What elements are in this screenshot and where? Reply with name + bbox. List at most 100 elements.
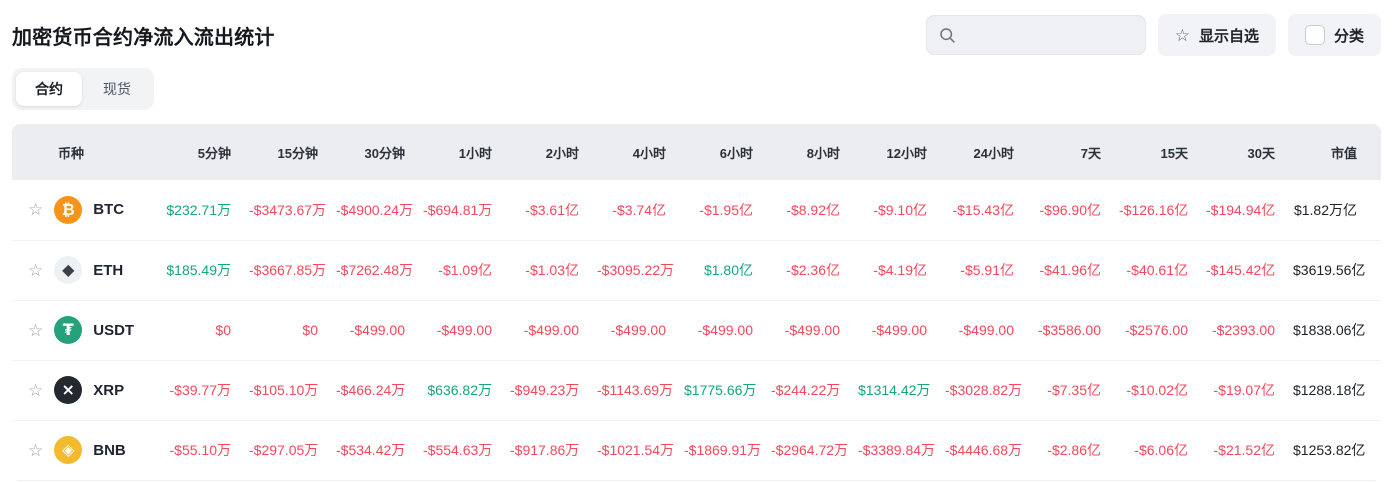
netflow-value: -$145.42亿 [1206,240,1293,301]
column-header-12小时: 12小时 [858,124,945,180]
netflow-value: -$949.23万 [510,360,597,421]
column-header-5分钟: 5分钟 [162,124,249,180]
netflow-value: -$3.74亿 [597,180,684,241]
column-header-市值: 市值 [1293,124,1381,180]
favorite-star-icon[interactable]: ☆ [28,380,44,400]
netflow-value: -$3095.22万 [597,240,684,301]
netflow-value: -$7.35亿 [1032,360,1119,421]
btc-coin-icon: ₿ [54,195,83,224]
netflow-value: -$9.10亿 [858,180,945,241]
coin-symbol: USDT [93,321,135,339]
netflow-value: -$499.00 [423,300,510,361]
show-favorites-button[interactable]: ☆ 显示自选 [1157,14,1276,56]
column-header-6小时: 6小时 [684,124,771,180]
netflow-value: -$2.86亿 [1032,420,1119,481]
netflow-table: 币种 5分钟 15分钟 30分钟 1小时 2小时 4小时 6小时 8小时 12小时 24小时 7天 15… [12,124,1381,481]
column-header-coin: 币种 [12,124,162,180]
netflow-value: -$55.10万 [162,420,249,481]
netflow-value: $0 [249,300,336,361]
netflow-value: -$3028.82万 [945,360,1032,421]
search-box[interactable] [925,15,1146,55]
netflow-value: -$21.52亿 [1206,420,1293,481]
column-header-30分钟: 30分钟 [336,124,423,180]
netflow-value: -$499.00 [945,300,1032,361]
table-row-USDT[interactable]: ☆ ₮ USDT $0 $0 -$499.00 -$499.00 -$499.00 -$499.… [12,300,1381,361]
tab-spot[interactable]: 现货 [103,81,131,97]
star-outline-icon: ☆ [1174,25,1190,45]
netflow-value: -$15.43亿 [945,180,1032,241]
bnb-coin-icon: ◈ [54,436,83,464]
favorite-star-icon[interactable]: ☆ [28,260,44,280]
market-cap-value: $1253.82亿 [1293,420,1381,481]
coin-symbol: BTC [93,201,125,219]
table-row-BTC[interactable]: ☆ ₿ BTC $232.71万 -$3473.67万 -$4900.24万 -$694.8… [12,180,1381,241]
netflow-value: -$4446.68万 [945,420,1032,481]
category-checkbox[interactable] [1304,25,1325,45]
netflow-value: $636.82万 [423,360,510,421]
column-header-24小时: 24小时 [945,124,1032,180]
table-row-BNB[interactable]: ☆ ◈ BNB -$55.10万 -$297.05万 -$534.42万 -$554.63万… [12,420,1381,481]
netflow-value: $232.71万 [162,180,249,241]
favorite-star-icon[interactable]: ☆ [28,320,44,340]
netflow-value: -$194.94亿 [1206,180,1293,241]
netflow-value: -$6.06亿 [1119,420,1206,481]
netflow-value: -$40.61亿 [1119,240,1206,301]
table-header-row: 币种 5分钟 15分钟 30分钟 1小时 2小时 4小时 6小时 8小时 12小时 24小时 7天 15… [12,124,1381,180]
favorite-star-icon[interactable]: ☆ [28,200,44,220]
column-header-15分钟: 15分钟 [249,124,336,180]
column-header-4小时: 4小时 [597,124,684,180]
column-header-1小时: 1小时 [423,124,510,180]
coin-cell: ☆ ◈ BNB [12,420,162,481]
column-header-8小时: 8小时 [771,124,858,180]
netflow-value: -$499.00 [597,300,684,361]
search-input[interactable] [963,27,1133,43]
netflow-value: -$4.19亿 [858,240,945,301]
coin-symbol: XRP [93,381,125,399]
table-row-XRP[interactable]: ☆ × XRP -$39.77万 -$105.10万 -$466.24万 $636.82万 -… [12,360,1381,421]
netflow-value: $1.80亿 [684,240,771,301]
toolbar: ☆ 显示自选 分类 [925,14,1381,56]
column-header-15天: 15天 [1119,124,1206,180]
usdt-coin-icon: ₮ [54,316,83,344]
netflow-value: -$1869.91万 [684,420,771,481]
tab-contract[interactable]: 合约 [16,72,82,106]
netflow-value: -$297.05万 [249,420,336,481]
market-cap-value: $1.82万亿 [1293,180,1381,241]
netflow-value: -$3586.00 [1032,300,1119,361]
search-icon [939,27,955,43]
coin-cell: ☆ ₮ USDT [12,300,162,361]
netflow-value: -$105.10万 [249,360,336,421]
netflow-value: -$4900.24万 [336,180,423,241]
market-cap-value: $1288.18亿 [1293,360,1381,421]
netflow-value: -$3389.84万 [858,420,945,481]
netflow-value: -$2393.00 [1206,300,1293,361]
netflow-value: -$5.91亿 [945,240,1032,301]
netflow-value: -$2576.00 [1119,300,1206,361]
coin-symbol: BNB [93,441,126,459]
netflow-value: -$39.77万 [162,360,249,421]
netflow-value: -$1.09亿 [423,240,510,301]
column-header-7天: 7天 [1032,124,1119,180]
table-row-ETH[interactable]: ☆ ◆ ETH $185.49万 -$3667.85万 -$7262.48万 -$1.09亿… [12,240,1381,301]
netflow-value: -$2.36亿 [771,240,858,301]
netflow-value: -$3473.67万 [249,180,336,241]
netflow-value: -$7262.48万 [336,240,423,301]
netflow-value: -$1.95亿 [684,180,771,241]
xrp-coin-icon: × [54,376,83,404]
netflow-value: -$499.00 [771,300,858,361]
market-cap-value: $3619.56亿 [1293,240,1381,301]
column-header-2小时: 2小时 [510,124,597,180]
netflow-value: -$10.02亿 [1119,360,1206,421]
netflow-value: $1775.66万 [684,360,771,421]
netflow-value: -$1143.69万 [597,360,684,421]
category-label: 分类 [1333,27,1364,45]
coin-symbol: ETH [93,261,124,279]
netflow-value: -$694.81万 [423,180,510,241]
netflow-value: -$96.90亿 [1032,180,1119,241]
coin-cell: ☆ × XRP [12,360,162,421]
eth-coin-icon: ◆ [54,256,83,284]
netflow-value: -$499.00 [336,300,423,361]
favorite-star-icon[interactable]: ☆ [28,440,44,460]
category-button[interactable]: 分类 [1287,14,1381,56]
netflow-value: -$466.24万 [336,360,423,421]
